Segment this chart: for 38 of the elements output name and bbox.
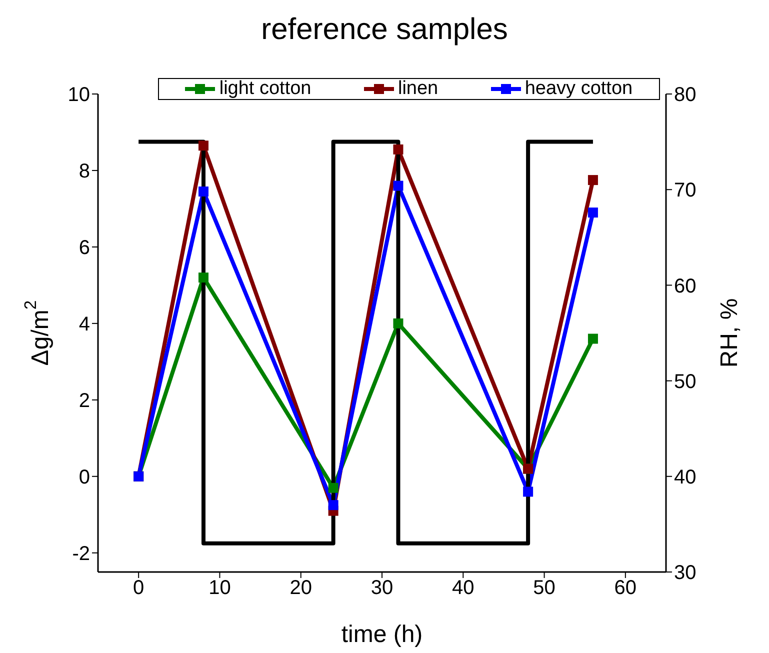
legend-label: linen <box>396 78 438 99</box>
point <box>328 482 338 493</box>
y-tick-label: 6 <box>78 237 90 260</box>
point <box>588 175 598 186</box>
point <box>198 140 208 151</box>
y-tick-label: 10 <box>68 84 90 106</box>
y2-tick-label: 30 <box>674 562 696 584</box>
legend-label: heavy cotton <box>524 78 633 99</box>
point <box>588 334 598 344</box>
x-tick-label: 20 <box>290 577 312 600</box>
y2-tick-label: 80 <box>674 84 696 106</box>
y2-axis-title: RH, % <box>716 298 742 368</box>
y-tick-label: 2 <box>78 390 90 412</box>
point <box>588 208 598 218</box>
point <box>393 180 404 191</box>
x-tick-label: 30 <box>370 577 394 600</box>
y2-tick-label: 60 <box>674 275 696 298</box>
x-tick-label: 0 <box>133 577 144 600</box>
legend-label: light cotton <box>218 78 312 99</box>
point <box>328 500 338 510</box>
y2-tick-label: 50 <box>674 370 696 393</box>
point <box>393 144 404 154</box>
y-tick-label: -2 <box>72 542 90 565</box>
x-tick-label: 60 <box>614 577 637 600</box>
point <box>393 318 404 328</box>
chart-title: reference samples <box>260 12 509 48</box>
x-axis-title: time (h) <box>341 621 423 648</box>
point <box>523 486 534 497</box>
y2-tick-label: 70 <box>674 180 696 202</box>
y-tick-label: 0 <box>78 466 90 488</box>
y2-tick-label: 40 <box>674 466 696 488</box>
point <box>198 186 208 197</box>
point <box>198 272 208 283</box>
x-tick-label: 50 <box>533 577 556 600</box>
x-tick-label: 10 <box>208 577 231 600</box>
x-tick-label: 40 <box>452 577 474 600</box>
y-tick-label: 8 <box>78 160 90 183</box>
y-tick-label: 4 <box>78 314 90 336</box>
